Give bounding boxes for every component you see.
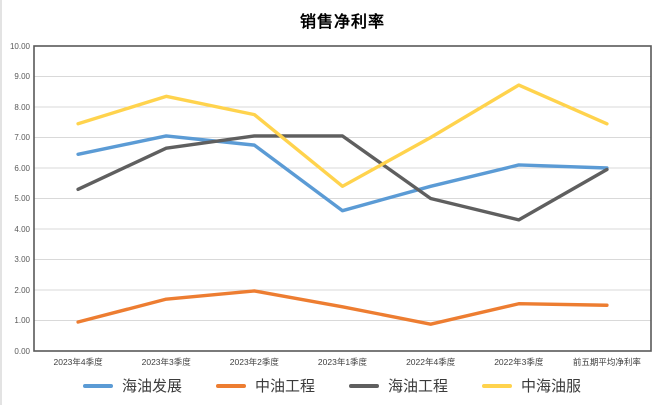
- chart-title: 销售净利率: [299, 14, 385, 31]
- x-tick-label: 2023年2季度: [229, 357, 279, 367]
- plot-border: [33, 45, 652, 352]
- x-tick-label: 2023年4季度: [53, 357, 103, 367]
- chart-legend: 海油发展 中油工程 海油工程 中海油服: [2, 375, 660, 396]
- legend-label: 海油工程: [388, 378, 449, 395]
- legend-swatch-icon: [349, 383, 379, 388]
- legend-item-中油工程: 中油工程: [215, 375, 315, 396]
- y-tick-label: 4.00: [14, 224, 30, 234]
- x-tick-label: 2022年3季度: [494, 357, 544, 367]
- x-tick-label: 2022年4季度: [406, 357, 456, 367]
- x-tick-label: 2023年1季度: [317, 357, 368, 367]
- y-tick-label: 0.00: [14, 346, 30, 356]
- legend-swatch-icon: [482, 383, 513, 388]
- series-line-中海油服: [76, 83, 609, 189]
- x-tick-label: 前五期平均净利率: [572, 357, 641, 367]
- series-line-海油工程: [76, 134, 609, 222]
- y-tick-label: 5.00: [14, 194, 30, 203]
- series-line-海油发展: [76, 134, 609, 213]
- legend-item-海油发展: 海油发展: [82, 375, 182, 396]
- y-tick-label: 9.00: [14, 72, 30, 81]
- legend-label: 中油工程: [254, 378, 315, 395]
- y-tick-label: 6.00: [14, 163, 30, 173]
- y-tick-label: 10.00: [9, 41, 30, 51]
- y-tick-label: 3.00: [14, 255, 30, 264]
- series-line-中油工程: [76, 289, 609, 326]
- legend-swatch-icon: [215, 383, 246, 388]
- legend-item-中海油服: 中海油服: [482, 375, 581, 396]
- legend-item-海油工程: 海油工程: [349, 375, 448, 396]
- y-tick-label: 2.00: [14, 285, 30, 295]
- y-tick-label: 8.00: [14, 102, 30, 112]
- y-tick-label: 7.00: [14, 133, 30, 142]
- legend-label: 海油发展: [121, 378, 182, 395]
- line-chart-plot-area: [33, 45, 652, 352]
- legend-label: 中海油服: [521, 378, 582, 395]
- x-tick-label: 2023年3季度: [141, 357, 191, 367]
- y-tick-label: 1.00: [14, 316, 30, 325]
- legend-swatch-icon: [82, 383, 113, 388]
